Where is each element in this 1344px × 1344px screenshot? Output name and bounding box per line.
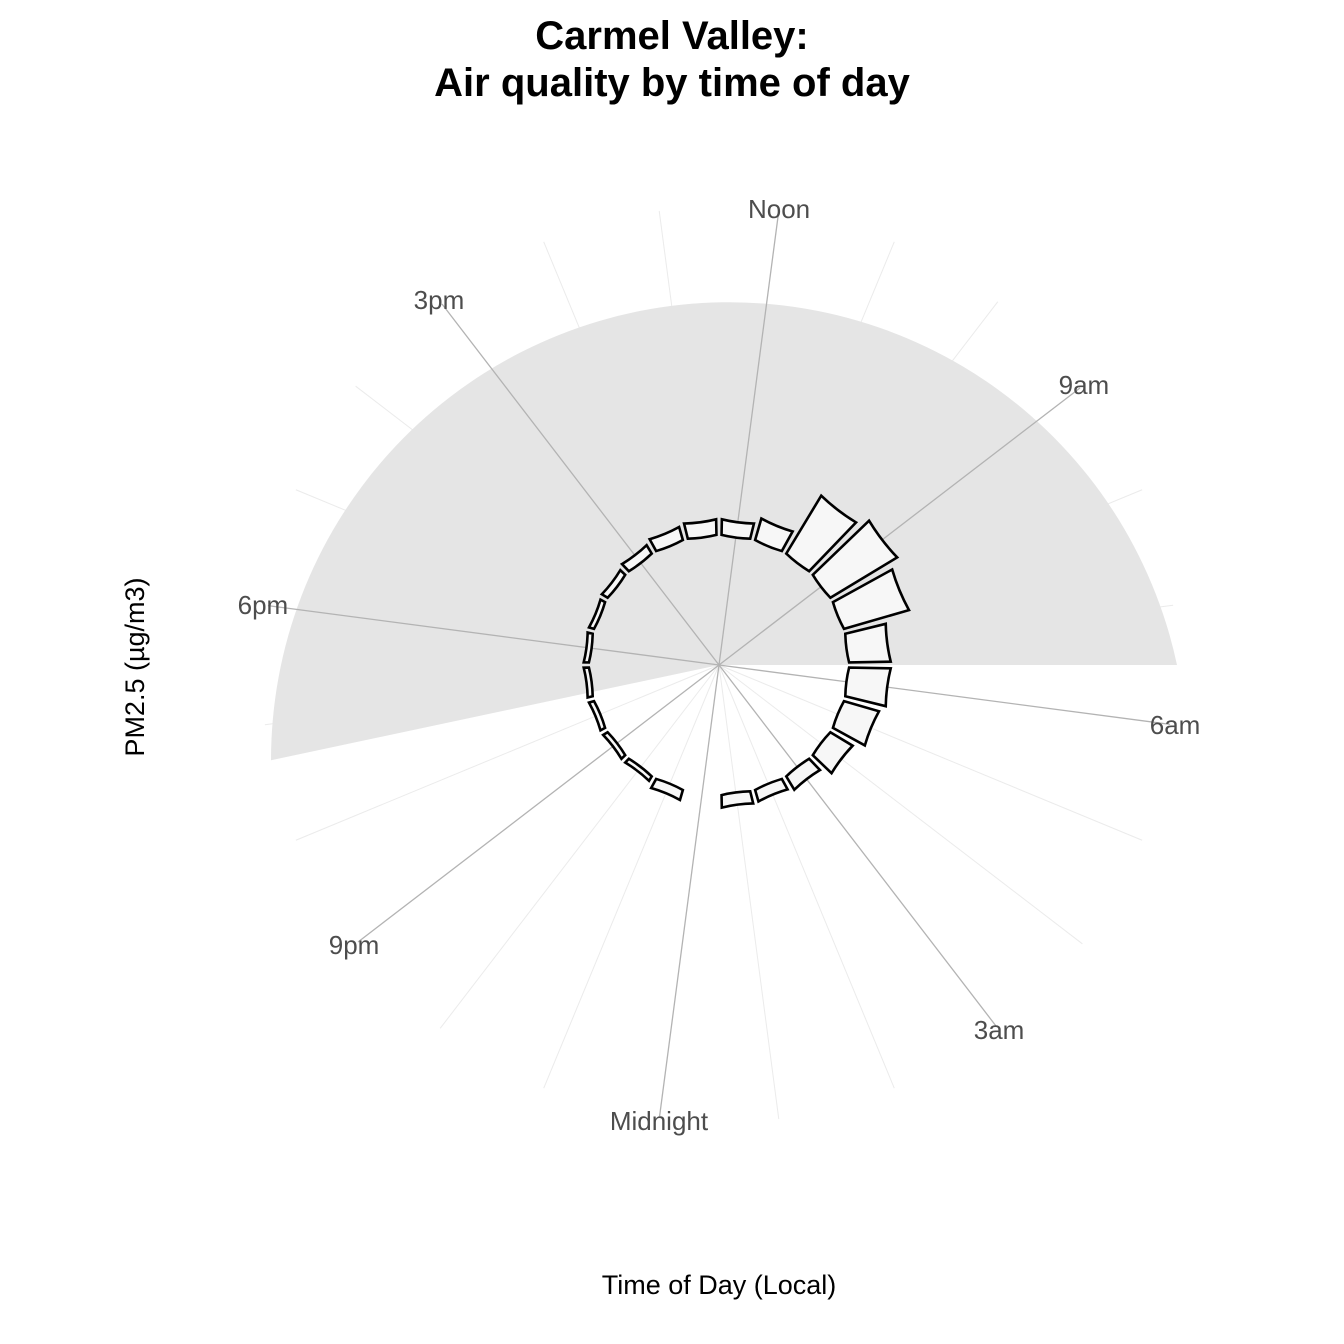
bar-hour-17 [587,597,607,631]
tick-label-6am: 6am [1150,710,1201,740]
grid-spoke [295,664,720,841]
tick-label-midnight: Midnight [610,1106,709,1136]
bar-hour-23 [649,777,685,802]
major-grid-spoke [441,303,720,666]
bar-hour-19 [582,666,595,700]
grid-spoke [718,664,780,1120]
tick-label-3am: 3am [974,1015,1025,1045]
grid-spoke [439,664,720,1029]
bar-hour-18 [582,630,595,664]
tick-label-9pm: 9pm [329,930,380,960]
grid-spoke [718,664,895,1089]
bar-hour-4 [811,730,855,776]
bar-hour-3 [784,757,823,792]
bar-hour-2 [753,777,790,804]
bar-hour-22 [623,757,654,783]
major-grid-spoke [718,387,1081,666]
tick-label-6pm: 6pm [238,590,289,620]
grid-spoke [718,664,1143,841]
bar-hour-21 [601,730,627,761]
bar-hour-11 [753,516,795,553]
major-grid-spoke [718,664,1171,726]
bar-hour-16 [599,568,627,600]
bar-hour-20 [587,699,607,733]
bar-hour-10 [784,493,859,573]
tick-label-noon: Noon [748,194,810,224]
major-grid-spoke [718,664,997,1027]
tick-label-3pm: 3pm [414,285,465,315]
x-axis-label: Time of Day (Local) [602,1270,837,1300]
grid-spoke [718,664,1083,945]
bar-hour-9 [811,518,900,600]
bar-hour-13 [682,517,718,541]
tick-label-9am: 9am [1059,370,1110,400]
major-grid-lines [267,213,1171,1117]
bar-hour-12 [720,517,756,541]
bar-hour-5 [831,699,881,748]
bar-hour-8 [831,567,911,631]
bar-hour-6 [843,666,893,708]
major-grid-spoke [267,604,720,666]
chart-title-line-1: Carmel Valley: [535,14,809,58]
major-grid-spoke [658,664,720,1117]
chart-title-line-2: Air quality by time of day [434,61,910,105]
y-axis-label: PM2.5 (µg/m3) [120,577,150,756]
grid-spoke [543,664,720,1089]
bar-hour-15 [619,543,654,573]
bar-hour-1 [720,789,755,810]
major-grid-spoke [357,664,720,943]
bar-hour-14 [647,525,685,553]
major-grid-spoke [718,213,780,666]
bar-hour-7 [843,622,893,664]
bars [582,493,911,810]
tick-labels: Midnight 3am 6am 9am Noon 3pm 6pm 9pm [238,194,1201,1136]
